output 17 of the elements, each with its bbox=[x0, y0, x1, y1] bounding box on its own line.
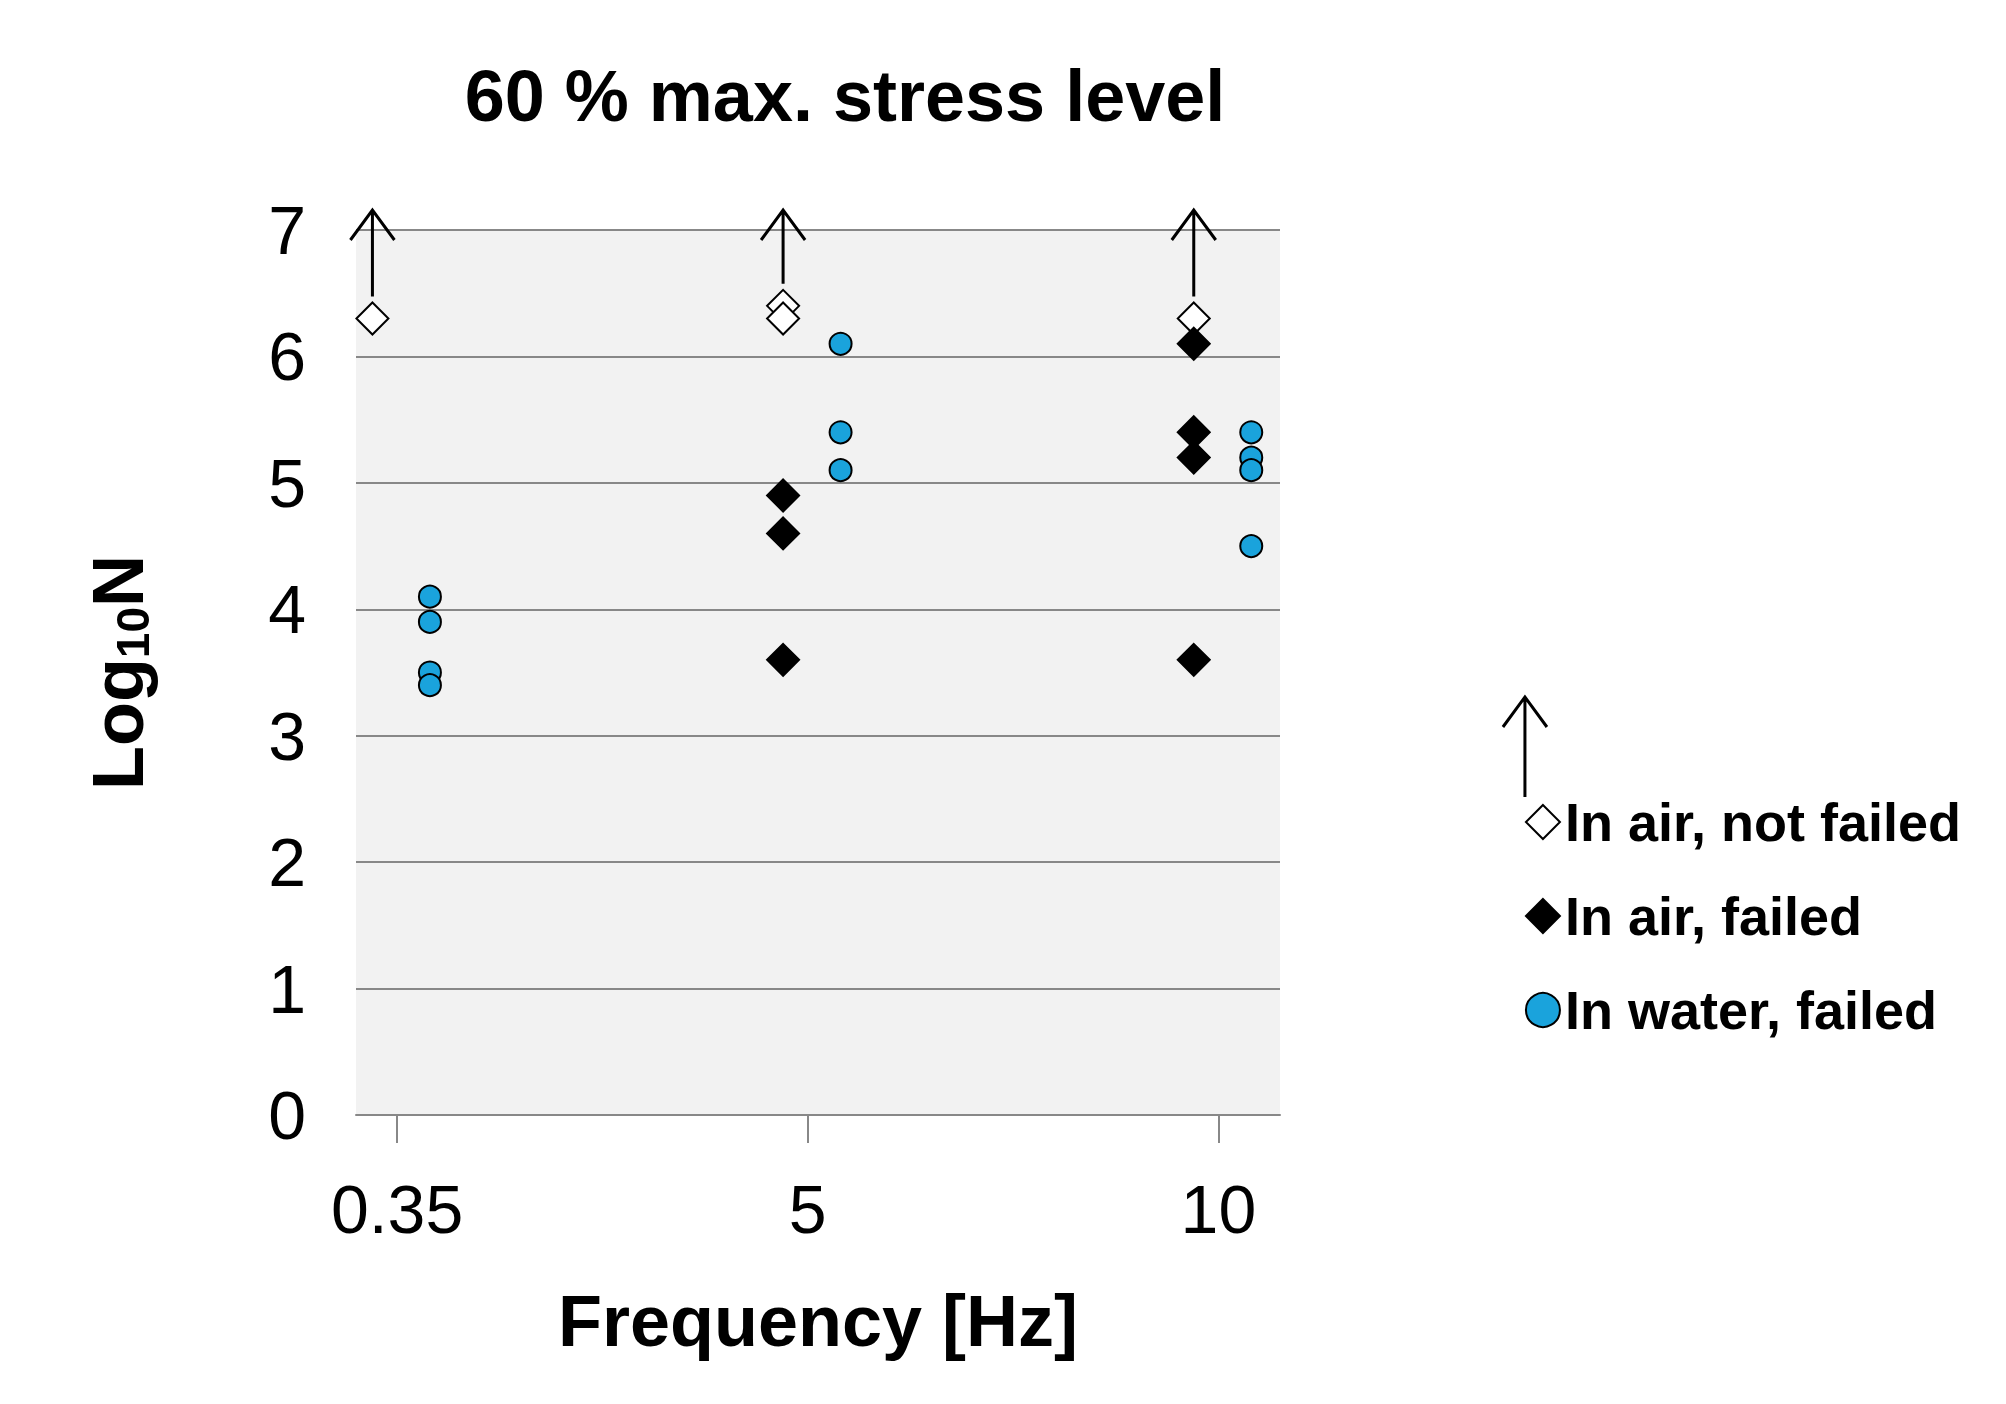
chart-title: 60 % max. stress level bbox=[464, 56, 1226, 136]
legend-label: In air, failed bbox=[1564, 886, 1863, 946]
legend-label: In water, failed bbox=[1564, 980, 1938, 1040]
y-tick-label: 6 bbox=[268, 318, 306, 395]
x-tick-label: 5 bbox=[788, 1171, 827, 1247]
y-tick-label: 3 bbox=[268, 697, 306, 774]
y-tick-label: 2 bbox=[268, 824, 306, 901]
y-tick-label: 5 bbox=[268, 444, 306, 521]
y-tick-label: 1 bbox=[268, 950, 306, 1027]
x-tick-label: 0.35 bbox=[330, 1171, 464, 1247]
x-axis-title: Frequency [Hz] bbox=[557, 1281, 1079, 1361]
legend-label: In air, not failed bbox=[1564, 792, 1961, 852]
y-tick-label: 7 bbox=[268, 192, 306, 268]
y-tick-label: 4 bbox=[268, 571, 306, 648]
x-tick-label: 10 bbox=[1180, 1171, 1257, 1247]
y-axis-title: Log10N bbox=[78, 554, 159, 791]
y-tick-label: 0 bbox=[268, 1077, 306, 1153]
